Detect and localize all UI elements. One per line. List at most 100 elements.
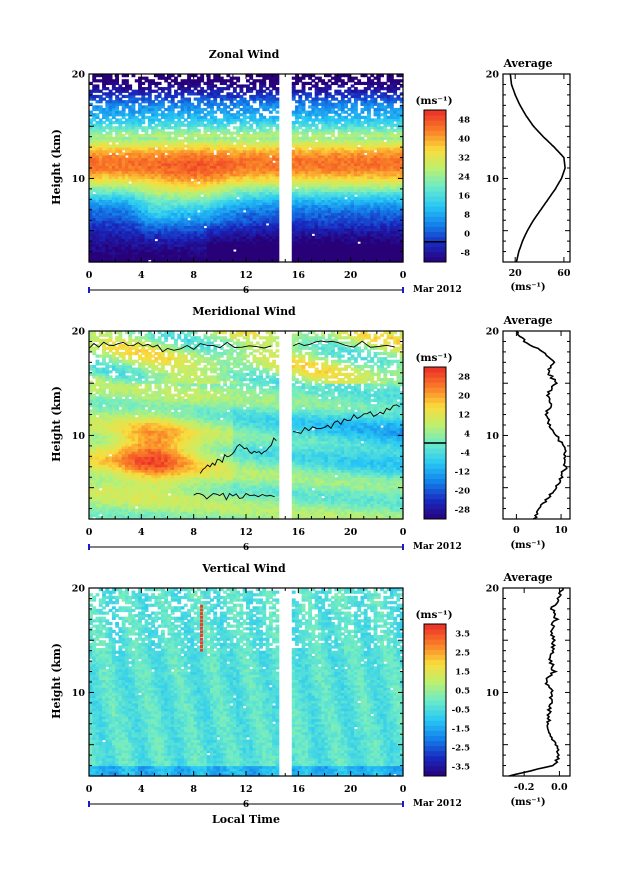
heatmap-cell: [219, 248, 224, 253]
heatmap-cell: [108, 256, 113, 260]
heatmap-cell: [229, 115, 234, 119]
heatmap-cell: [180, 162, 185, 166]
heatmap-cell: [131, 191, 136, 195]
heatmap-cell: [98, 241, 103, 245]
heatmap-cell: [128, 162, 133, 166]
heatmap-cell: [190, 165, 195, 169]
heatmap-cell: [138, 217, 142, 221]
heatmap-cell: [229, 248, 234, 253]
heatmap-cell: [121, 147, 126, 151]
heatmap-cell: [229, 134, 234, 138]
heatmap-cell: [151, 181, 156, 185]
heatmap-cell: [167, 168, 172, 172]
heatmap-cell: [190, 74, 195, 78]
heatmap-cell: [187, 215, 191, 219]
heatmap-cell: [124, 128, 129, 133]
heatmap-cell: [223, 79, 227, 83]
heatmap-cell: [128, 238, 133, 242]
heatmap-cell: [141, 157, 146, 161]
heatmap-cell: [147, 183, 152, 187]
heatmap-cell: [167, 87, 172, 91]
heatmap-cell: [92, 144, 97, 148]
heatmap-cell: [174, 222, 178, 227]
heatmap-cell: [121, 87, 126, 91]
heatmap-cell: [115, 97, 120, 101]
heatmap-cell: [89, 246, 93, 250]
heatmap-cell: [157, 209, 162, 213]
heatmap-cell: [160, 147, 165, 151]
heatmap-cell: [124, 212, 129, 216]
heatmap-cell: [111, 175, 116, 180]
heatmap-cell: [138, 238, 142, 242]
heatmap-cell: [134, 220, 139, 224]
heatmap-cell: [190, 149, 195, 153]
heatmap-cell: [111, 107, 116, 112]
heatmap-cell: [164, 215, 169, 219]
heatmap-cell: [95, 212, 100, 216]
heatmap-cell: [92, 228, 97, 232]
heatmap-cell: [92, 201, 97, 206]
heatmap-cell: [177, 74, 182, 78]
heatmap-cell: [180, 152, 185, 156]
heatmap-cell: [92, 113, 97, 117]
heatmap-cell: [147, 84, 152, 88]
heatmap-cell: [89, 81, 93, 86]
heatmap-cell: [89, 175, 93, 180]
heatmap-cell: [210, 131, 214, 135]
heatmap-cell: [138, 113, 142, 117]
heatmap-cell: [200, 178, 205, 182]
heatmap-cell: [223, 199, 227, 203]
heatmap-cell: [111, 113, 116, 117]
heatmap-cell: [147, 246, 152, 250]
heatmap-cell: [183, 81, 188, 86]
heatmap-cell: [108, 201, 113, 206]
heatmap-cell: [144, 154, 149, 159]
heatmap-cell: [131, 201, 136, 206]
heatmap-cell: [102, 115, 106, 119]
heatmap-cell: [138, 243, 142, 247]
heatmap-cell: [203, 220, 208, 224]
day-label: 6: [243, 800, 249, 810]
heatmap-cell: [170, 196, 175, 200]
heatmap-cell: [187, 157, 191, 161]
heatmap-cell: [121, 207, 126, 211]
heatmap-cell: [219, 170, 224, 174]
heatmap-cell: [128, 230, 133, 234]
heatmap-cell: [131, 183, 136, 187]
heatmap-cell: [196, 131, 201, 135]
heatmap-cell: [131, 254, 136, 258]
heatmap-cell: [144, 228, 149, 232]
heatmap-cell: [98, 126, 103, 130]
heatmap-cell: [203, 160, 208, 164]
heatmap-cell: [128, 254, 133, 258]
heatmap-cell: [154, 207, 159, 211]
heatmap-cell: [124, 89, 129, 93]
heatmap-cell: [226, 79, 231, 83]
heatmap-cell: [216, 243, 221, 247]
heatmap-cell: [108, 157, 113, 161]
heatmap-cell: [200, 157, 205, 161]
heatmap-cell: [180, 79, 185, 83]
heatmap-cell: [183, 154, 188, 159]
heatmap-cell: [216, 94, 221, 99]
heatmap-cell: [102, 139, 106, 143]
heatmap-cell: [216, 170, 221, 174]
heatmap-cell: [124, 79, 129, 83]
heatmap-cell: [160, 76, 165, 80]
heatmap-cell: [170, 162, 175, 166]
heatmap-cell: [180, 147, 185, 151]
heatmap-cell: [206, 102, 211, 106]
heatmap-cell: [111, 139, 116, 143]
heatmap-cell: [138, 186, 142, 190]
heatmap-cell: [102, 76, 106, 80]
heatmap-cell: [160, 181, 165, 185]
heatmap-cell: [141, 178, 146, 182]
heatmap-cell: [203, 191, 208, 195]
heatmap-cell: [134, 136, 139, 140]
colorbar-unit: (ms⁻¹): [415, 352, 452, 364]
heatmap-cell: [167, 243, 172, 247]
heatmap-cell: [226, 141, 231, 146]
heatmap-cell: [226, 259, 231, 263]
heatmap-cell: [183, 128, 188, 133]
heatmap-cell: [219, 165, 224, 169]
